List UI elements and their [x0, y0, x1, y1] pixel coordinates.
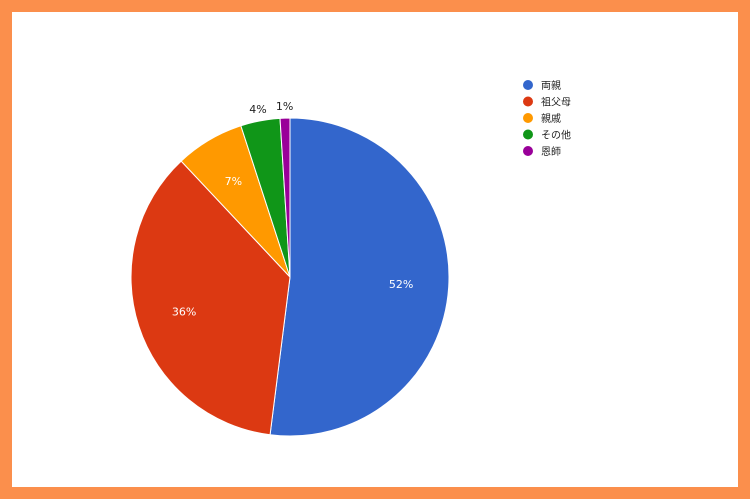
legend-label: 親戚: [541, 112, 561, 125]
legend-marker: [523, 96, 533, 107]
legend-marker: [523, 146, 533, 156]
data-label: 52%: [389, 278, 413, 291]
legend-marker: [523, 113, 533, 123]
legend-marker: [523, 129, 533, 140]
legend-label: 恩師: [541, 145, 561, 158]
legend-label: 両親: [541, 79, 561, 92]
pie-slice-1: [130, 160, 291, 436]
data-label: 4%: [249, 103, 266, 116]
data-label: 1%: [276, 100, 293, 113]
legend-label: 祖父母: [541, 96, 571, 109]
pie-slice-0: [269, 117, 450, 437]
pie-slice-4: [279, 117, 291, 278]
data-label: 36%: [172, 305, 196, 318]
legend-marker: [523, 80, 533, 90]
legend-label: その他: [541, 129, 571, 142]
data-label: 7%: [225, 175, 242, 188]
